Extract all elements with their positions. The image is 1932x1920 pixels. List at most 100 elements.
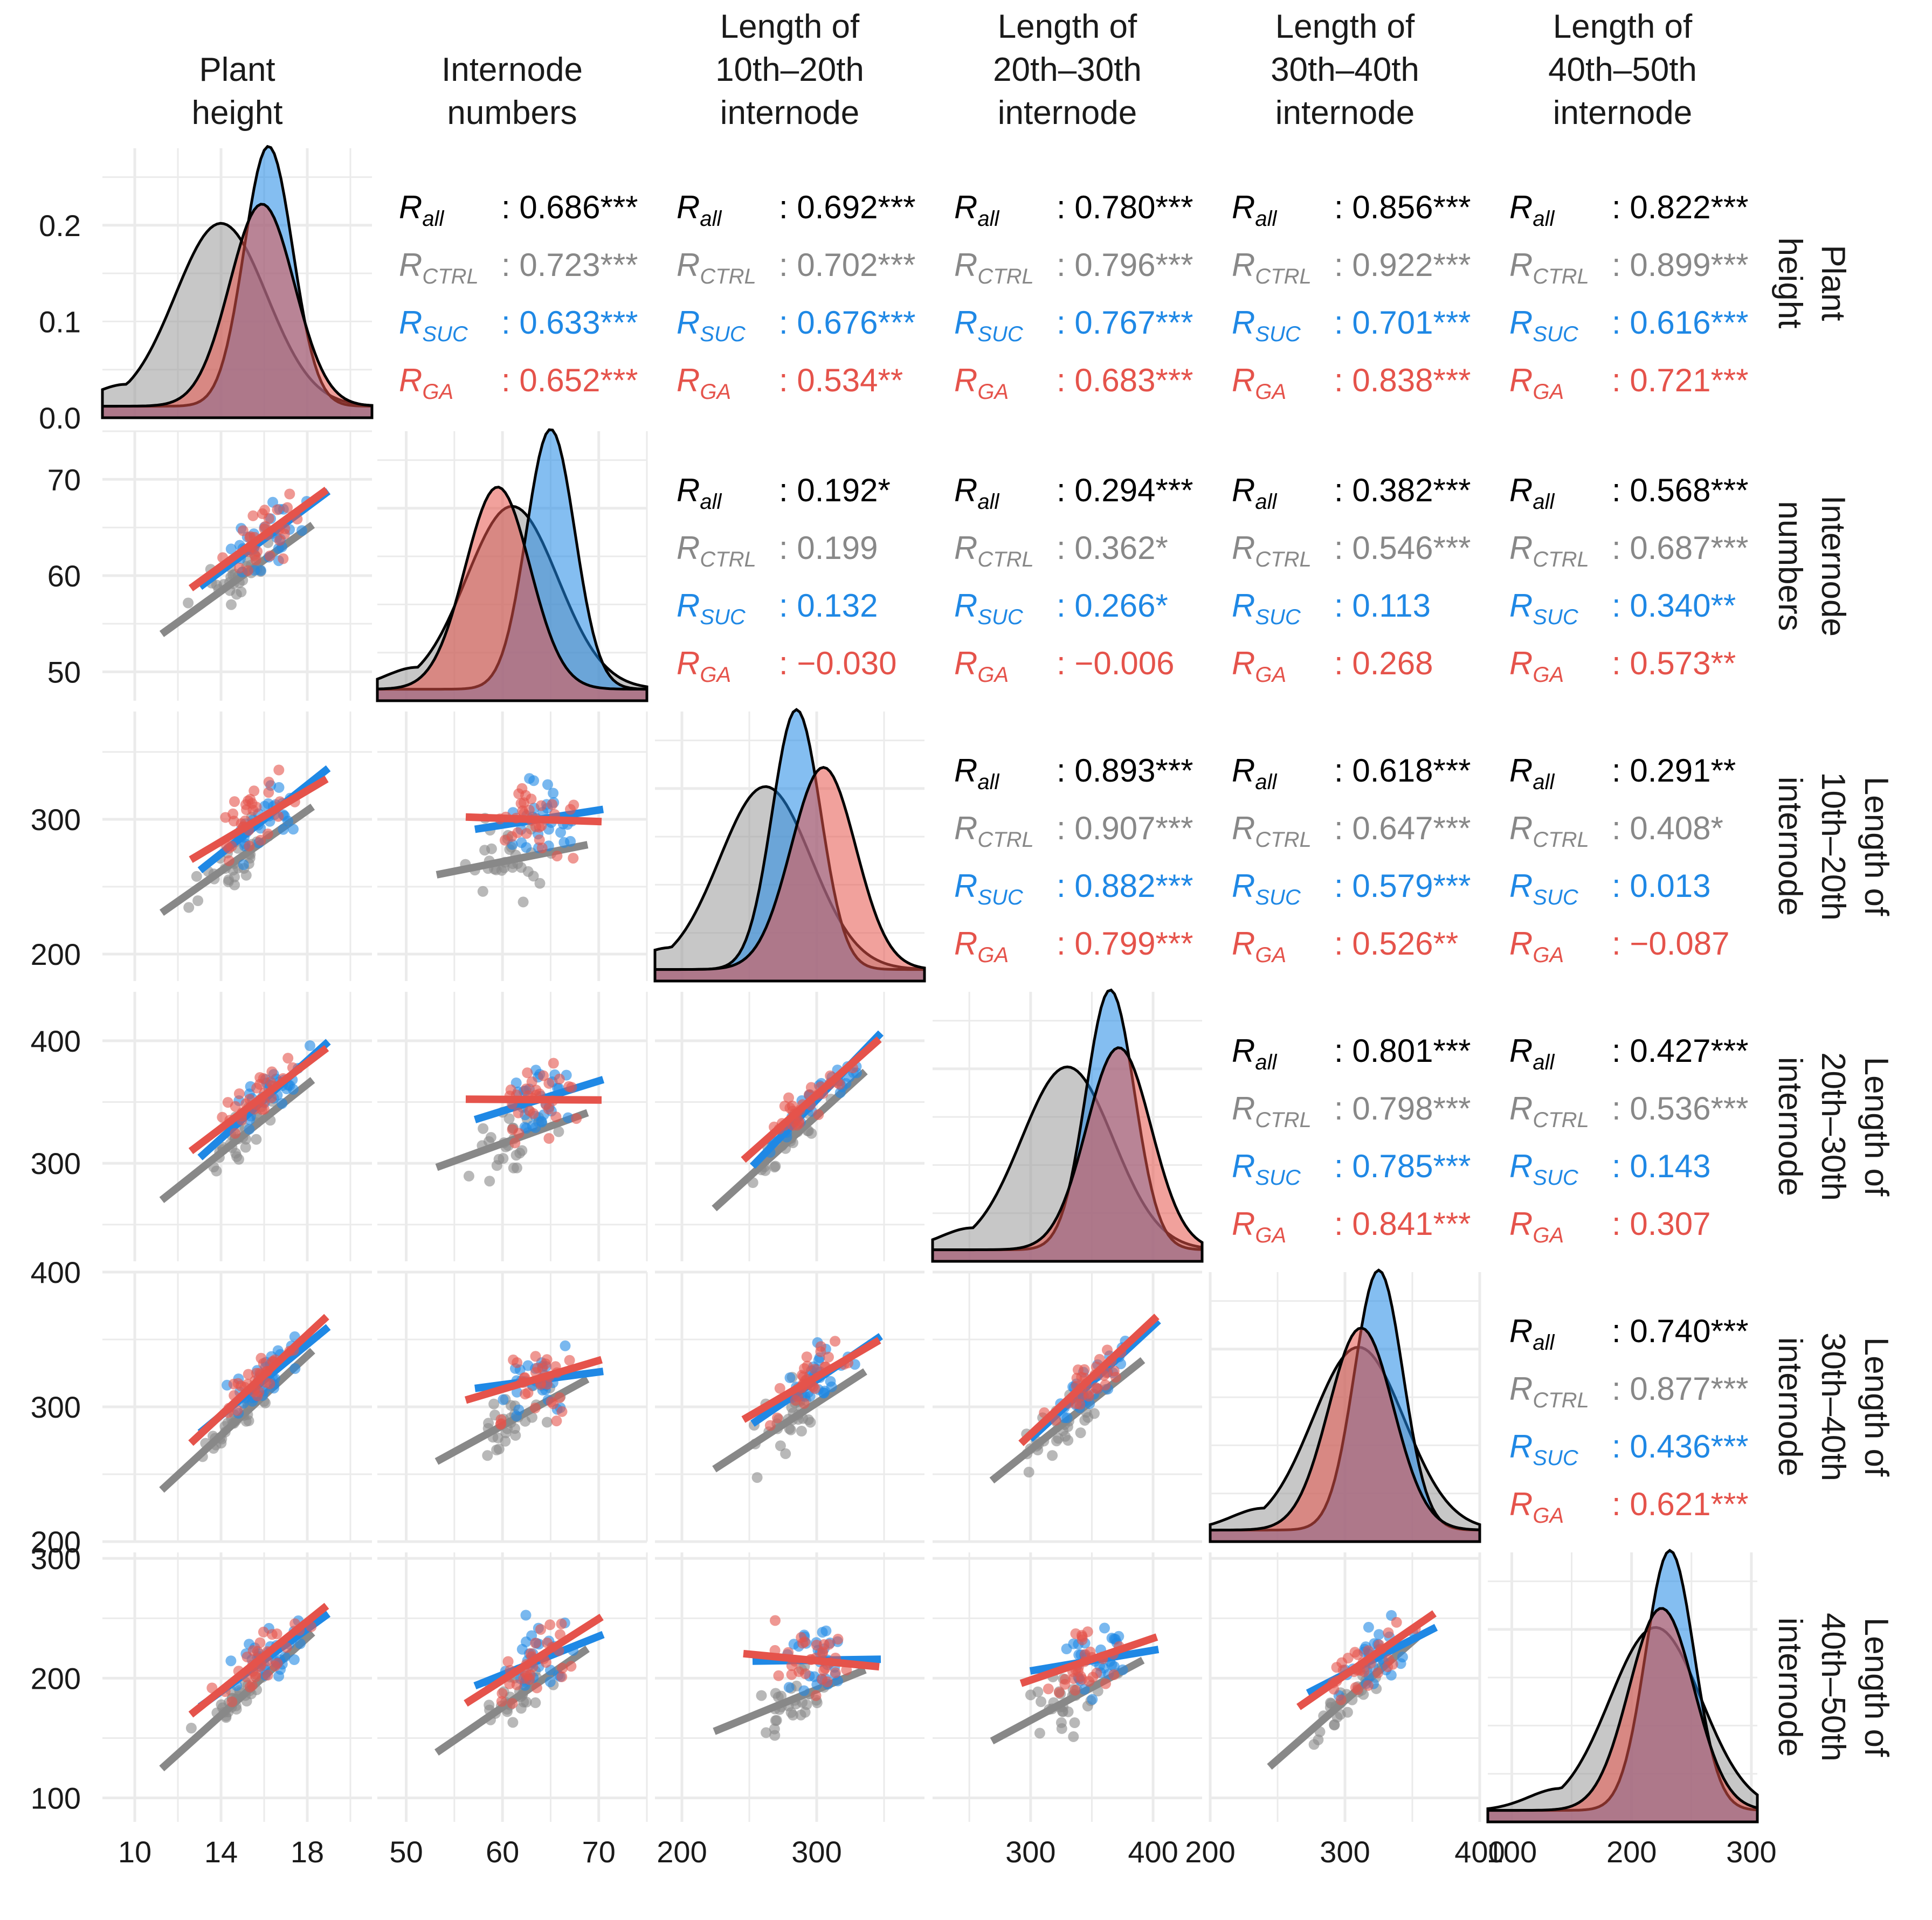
corr-label-sub: SUC — [1533, 886, 1579, 909]
point-suc — [826, 1381, 837, 1392]
row-header-6: internode — [1771, 1618, 1809, 1757]
point-ga — [1383, 1627, 1394, 1639]
point-ga — [520, 1389, 531, 1400]
point-ga — [786, 1660, 797, 1672]
point-suc — [798, 1685, 810, 1696]
row-header-5: 30th–40th — [1814, 1332, 1852, 1481]
point-ga — [229, 796, 240, 807]
corr-label-sub: CTRL — [1255, 265, 1311, 288]
point-ga — [1335, 1694, 1347, 1705]
point-ga — [568, 853, 579, 864]
row-header-3: Length of — [1858, 777, 1895, 916]
point-ga — [278, 553, 289, 564]
point-suc — [784, 1372, 796, 1383]
scatter-panel-r6-c1 — [159, 1603, 331, 1772]
corr-label-sub: CTRL — [1255, 828, 1311, 852]
corr-label-suc: RSUC — [677, 305, 746, 346]
regression-line-ctrl — [159, 1077, 315, 1203]
point-ctrl — [1047, 1450, 1058, 1461]
corr-value-ga: : 0.652*** — [501, 362, 638, 398]
x-tick-label: 200 — [1606, 1835, 1657, 1869]
density-panel-6 — [1486, 1549, 1759, 1824]
point-suc — [1385, 1669, 1397, 1681]
point-ga — [832, 1633, 844, 1645]
corr-label-sub: GA — [422, 380, 453, 404]
y-tick-label: 300 — [31, 1542, 81, 1576]
y-tick-label: 200 — [31, 1525, 81, 1559]
point-ga — [1094, 1353, 1105, 1365]
corr-value-suc: : 0.436*** — [1612, 1428, 1749, 1465]
corr-value-ctrl: : 0.546*** — [1334, 530, 1471, 566]
point-ga — [240, 799, 251, 810]
corr-panel-r1-c3: Rall: 0.692*** RCTRL: 0.702*** RSUC: 0.676… — [677, 189, 916, 404]
point-ctrl — [1032, 1686, 1044, 1697]
point-ga — [284, 488, 295, 500]
corr-value-ga: : 0.307 — [1612, 1206, 1711, 1242]
point-ctrl — [229, 879, 240, 890]
point-ctrl — [806, 1128, 817, 1139]
corr-label-all: Rall — [1509, 189, 1555, 231]
corr-label-sub: GA — [977, 380, 1009, 404]
x-tick-label: 300 — [1320, 1835, 1370, 1869]
corr-label-ga: RGA — [1232, 1206, 1286, 1247]
point-ga — [536, 842, 548, 854]
column-header-3: Length of — [720, 8, 860, 45]
corr-value-ga: : 0.534** — [779, 362, 903, 398]
corr-value-suc: : 0.676*** — [779, 305, 916, 341]
point-ga — [548, 1058, 559, 1069]
corr-label-sub: all — [1255, 207, 1277, 231]
scatter-panel-r4-c1 — [159, 1039, 331, 1203]
point-ctrl — [1023, 1467, 1034, 1478]
corr-label-suc: RSUC — [954, 588, 1024, 629]
point-ctrl — [1342, 1707, 1353, 1718]
corr-value-ga: : −0.030 — [779, 645, 897, 681]
corr-label-sub: all — [700, 207, 722, 231]
density-panel-4 — [931, 988, 1204, 1263]
y-tick-label: 60 — [47, 559, 81, 593]
corr-value-all: : 0.893*** — [1057, 752, 1193, 789]
corr-label-suc: RSUC — [1232, 305, 1301, 346]
point-ga — [1100, 1379, 1111, 1391]
panel-r6-c3 — [655, 1552, 924, 1822]
point-suc — [225, 543, 237, 555]
row-header-4: internode — [1771, 1057, 1809, 1197]
regression-line-ctrl — [712, 1368, 867, 1473]
point-suc — [273, 543, 284, 554]
point-ga — [258, 1626, 269, 1638]
point-ga — [528, 1108, 539, 1119]
point-ga — [764, 1420, 776, 1431]
row-header-4: Length of — [1858, 1057, 1895, 1197]
point-ctrl — [509, 1423, 520, 1434]
point-ga — [543, 1078, 555, 1089]
scatter-panel-r3-c1 — [159, 764, 331, 916]
corr-label-sub: GA — [1255, 943, 1286, 967]
corr-label-sub: CTRL — [1533, 828, 1589, 852]
point-suc — [1061, 1643, 1072, 1654]
point-ga — [226, 1696, 238, 1708]
point-ga — [1053, 1687, 1065, 1698]
point-suc — [513, 1404, 525, 1415]
corr-value-ctrl: : 0.199 — [779, 530, 878, 566]
point-ctrl — [483, 1418, 494, 1429]
point-ga — [496, 1688, 508, 1699]
point-ctrl — [1329, 1719, 1340, 1731]
corr-panel-r1-c5: Rall: 0.856*** RCTRL: 0.922*** RSUC: 0.701… — [1232, 189, 1471, 404]
point-suc — [1363, 1621, 1374, 1633]
corr-value-all: : 0.192* — [779, 472, 891, 508]
corr-value-ga: : 0.621*** — [1612, 1486, 1749, 1522]
point-ga — [262, 1669, 273, 1681]
point-ga — [568, 799, 579, 811]
point-ga — [1076, 1629, 1087, 1641]
corr-label-all: Rall — [677, 189, 722, 231]
scatter-panel-r2-c1 — [159, 487, 331, 637]
corr-value-all: : 0.801*** — [1334, 1033, 1471, 1069]
point-ga — [799, 1636, 810, 1647]
y-tick-label: 0.0 — [39, 401, 81, 435]
point-ctrl — [482, 1450, 493, 1461]
corr-label-sub: all — [977, 770, 999, 794]
point-suc — [1106, 1659, 1117, 1670]
panel-r6-c5 — [1209, 1552, 1481, 1822]
corr-label-sub: all — [977, 490, 999, 514]
point-suc — [288, 1654, 300, 1665]
point-ga — [810, 1690, 822, 1701]
